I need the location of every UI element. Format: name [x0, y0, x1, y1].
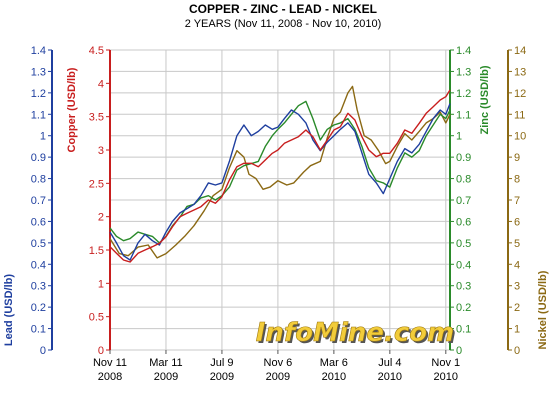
lead-tick-label: 0.9: [31, 152, 46, 164]
copper-tick-label: 0.5: [89, 312, 104, 324]
lead-tick-label: 1: [40, 131, 46, 143]
zinc-tick-label: 0.4: [456, 259, 471, 271]
nickel-tick-label: 11: [514, 109, 525, 121]
x-tick-label: Mar 11: [149, 357, 182, 369]
zinc-tick-label: 0.6: [456, 216, 471, 228]
nickel-tick-label: 0: [514, 345, 520, 357]
watermark-text: InfoMine.com: [256, 318, 455, 348]
lead-tick-label: 0.2: [31, 302, 46, 314]
x-tick-label: Nov 1: [431, 357, 460, 369]
series-layer: [109, 85, 451, 263]
nickel-tick-label: 2: [514, 302, 520, 314]
nickel-tick-label: 9: [514, 152, 520, 164]
lead-tick-label: 0: [40, 345, 46, 357]
nickel-axis-title: Nickel (USD/lb): [537, 270, 549, 349]
zinc-tick-label: 1: [456, 131, 462, 143]
zinc-tick-label: 0.2: [456, 302, 471, 314]
zinc-tick-label: 0.8: [456, 174, 471, 186]
lead-axis-title: Lead (USD/lb): [3, 274, 15, 346]
x-tick-label: Jul 9: [210, 357, 233, 369]
x-axis: Nov 11 2008 Mar 11 2009 Jul 9 2009 Nov 6 2009 Ma…: [93, 350, 460, 383]
nickel-tick-label: 6: [514, 216, 520, 228]
watermark: InfoMine.com InfoMine.com: [255, 318, 457, 350]
chart-subtitle: 2 YEARS (Nov 11, 2008 - Nov 10, 2010): [185, 18, 381, 30]
nickel-tick-label: 14: [514, 45, 526, 57]
x-tick-year: 2009: [210, 371, 234, 383]
lead-tick-label: 0.3: [31, 281, 46, 293]
copper-tick-label: 1: [98, 278, 104, 290]
lead-tick-label: 1.4: [31, 45, 46, 57]
lead-tick-label: 0.7: [31, 195, 46, 207]
nickel-tick-label: 1: [514, 324, 520, 336]
nickel-tick-label: 12: [514, 88, 526, 100]
zinc-tick-label: 1.3: [456, 66, 471, 78]
lead-tick-label: 0.8: [31, 174, 46, 186]
nickel-tick-label: 13: [514, 66, 526, 78]
lead-tick-label: 1.3: [31, 66, 46, 78]
zinc-tick-label: 0.3: [456, 281, 471, 293]
plot-area: [109, 49, 451, 351]
nickel-tick-label: 5: [514, 238, 520, 250]
zinc-tick-label: 0.1: [456, 324, 471, 336]
nickel-tick-label: 7: [514, 195, 520, 207]
zinc-tick-label: 0.7: [456, 195, 471, 207]
x-tick-year: 2010: [378, 371, 402, 383]
copper-tick-label: 0: [98, 345, 104, 357]
x-tick-label: Jul 4: [378, 357, 401, 369]
zinc-tick-label: 0: [456, 345, 462, 357]
nickel-tick-label: 4: [514, 259, 520, 271]
copper-tick-label: 4: [98, 78, 104, 90]
lead-tick-label: 0.4: [31, 259, 46, 271]
copper-axis-title: Copper (USD/lb): [66, 67, 78, 152]
x-tick-year: 2009: [154, 371, 178, 383]
copper-series-line: [109, 89, 451, 263]
nickel-tick-label: 3: [514, 281, 520, 293]
lead-series-line: [109, 103, 451, 261]
x-tick-label: Nov 11: [93, 357, 127, 369]
zinc-tick-label: 1.2: [456, 88, 471, 100]
lead-tick-label: 0.5: [31, 238, 46, 250]
y-axes: 0 0.1 0.2 0.3 0.4 0.5 0.6 0.7 0.8 0.9 1 1.1 1.2 1.3 1.…: [3, 45, 549, 357]
watermark-shadow: InfoMine.com: [258, 320, 457, 350]
lead-tick-label: 1.2: [31, 88, 46, 100]
copper-tick-label: 2: [98, 212, 104, 224]
zinc-tick-label: 1.4: [456, 45, 471, 57]
copper-tick-label: 3.5: [89, 112, 104, 124]
zinc-tick-label: 0.9: [456, 152, 471, 164]
x-tick-label: Mar 6: [320, 357, 348, 369]
copper-tick-label: 2.5: [89, 178, 104, 190]
zinc-axis-title: Zinc (USD/lb): [479, 65, 491, 134]
x-tick-year: 2009: [266, 371, 290, 383]
zinc-tick-label: 0.5: [456, 238, 471, 250]
chart-title: COPPER - ZINC - LEAD - NICKEL: [189, 2, 377, 16]
x-tick-year: 2010: [322, 371, 346, 383]
copper-tick-label: 4.5: [89, 45, 104, 57]
nickel-tick-label: 8: [514, 174, 520, 186]
zinc-tick-label: 1.1: [456, 109, 471, 121]
lead-tick-label: 1.1: [31, 109, 46, 121]
copper-tick-label: 3: [98, 145, 104, 157]
x-tick-label: Nov 6: [264, 357, 293, 369]
nickel-series-line: [109, 85, 451, 259]
lead-tick-label: 0.6: [31, 216, 46, 228]
x-tick-year: 2010: [434, 371, 458, 383]
x-tick-year: 2008: [98, 371, 122, 383]
nickel-tick-label: 10: [514, 131, 526, 143]
lead-tick-label: 0.1: [31, 324, 46, 336]
copper-tick-label: 1.5: [89, 245, 104, 257]
